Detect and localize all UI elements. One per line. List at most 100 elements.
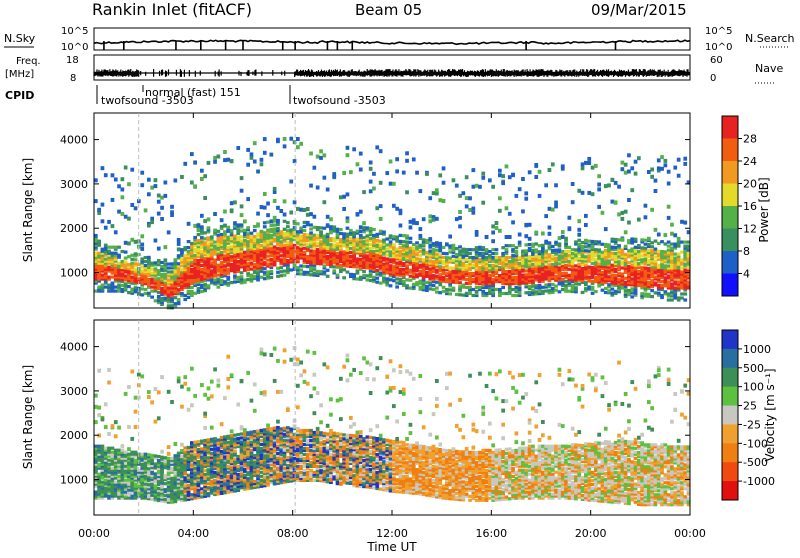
power-cell: [448, 256, 452, 259]
power-cell: [650, 249, 654, 252]
power-cell: [445, 278, 449, 281]
power-cell: [213, 229, 217, 232]
power-cell: [392, 182, 396, 186]
power-cell: [111, 276, 115, 279]
power-cell: [481, 176, 485, 180]
power-cell: [236, 236, 240, 239]
power-cell: [551, 208, 555, 212]
velocity-cell: [107, 495, 111, 498]
power-cell: [624, 163, 628, 167]
power-cell: [442, 246, 446, 249]
power-cell: [323, 227, 327, 230]
power-cell: [664, 163, 668, 167]
power-cell: [409, 269, 413, 272]
power-cell: [564, 250, 568, 253]
power-cell: [524, 269, 528, 272]
power-cell: [673, 166, 677, 170]
power-cell: [544, 266, 548, 269]
power-cell: [283, 144, 287, 148]
power-cell: [432, 284, 436, 287]
power-cell: [435, 291, 439, 294]
power-cell: [296, 222, 300, 225]
power-cell: [389, 264, 393, 267]
power-cell: [644, 292, 648, 295]
power-cell: [432, 218, 436, 222]
power-cell: [395, 285, 399, 288]
cpid-segment-3: twofsound -3503: [293, 94, 386, 107]
power-cell: [614, 181, 618, 185]
power-cell: [293, 200, 297, 204]
power-cell: [329, 217, 333, 221]
velocity-cell: [127, 453, 131, 456]
power-cell: [432, 260, 436, 263]
power-cell: [561, 272, 565, 275]
power-cell: [617, 185, 621, 189]
power-cell: [309, 184, 313, 188]
power-cell: [220, 218, 224, 222]
power-cell: [160, 206, 164, 210]
power-cell: [299, 235, 303, 238]
power-cell: [660, 284, 664, 287]
power-cell: [359, 225, 363, 229]
power-cell: [134, 252, 138, 255]
power-cell: [111, 282, 115, 285]
power-cell: [203, 241, 207, 244]
power-cell: [101, 248, 105, 251]
velocity-cell: [127, 497, 131, 500]
power-cell: [266, 202, 270, 206]
power-cell: [515, 250, 519, 253]
power-cell: [299, 227, 303, 230]
power-cell: [127, 285, 131, 288]
power-cell: [667, 292, 671, 295]
power-cell: [458, 293, 462, 296]
power-cell: [230, 208, 234, 212]
power-cell: [501, 252, 505, 255]
power-cell: [243, 251, 247, 254]
power-cell: [458, 257, 462, 260]
power-cell: [604, 249, 608, 252]
power-cell: [468, 256, 472, 259]
power-cell: [316, 155, 320, 159]
power-cell: [667, 205, 671, 209]
power-cell: [581, 162, 585, 166]
power-cell: [279, 258, 283, 261]
power-cell: [111, 246, 115, 249]
power-cell: [177, 242, 181, 246]
power-cell: [498, 256, 502, 259]
power-cell: [356, 230, 360, 233]
power-cell: [316, 234, 320, 237]
power-cell: [445, 252, 449, 255]
velocity-cell: [134, 425, 138, 429]
power-cell: [617, 278, 621, 281]
power-cell: [607, 283, 611, 286]
power-cell: [435, 287, 439, 290]
power-cell: [478, 286, 482, 289]
power-cell: [243, 229, 247, 232]
range-tick-label: 3000: [60, 178, 88, 191]
power-cell: [428, 219, 432, 223]
velocity-cell: [114, 477, 118, 480]
power-cell: [240, 204, 244, 208]
power-cell: [217, 264, 221, 267]
power-cell: [359, 276, 363, 279]
power-cell: [425, 239, 429, 242]
power-cell: [465, 258, 469, 261]
nave-label: Nave: [755, 62, 783, 75]
power-cell: [369, 237, 373, 240]
power-cell: [283, 220, 287, 223]
power-cell: [121, 188, 125, 192]
power-cell: [415, 281, 419, 284]
power-cell: [528, 170, 532, 174]
power-cell: [356, 212, 360, 216]
power-cell: [240, 176, 244, 180]
power-cell: [680, 266, 684, 269]
power-cell: [342, 250, 346, 253]
power-cell: [379, 244, 383, 247]
power-cell: [200, 250, 204, 253]
power-cell: [220, 225, 224, 228]
velocity-cell: [111, 424, 115, 428]
power-cell: [597, 240, 601, 243]
power-cell: [313, 250, 317, 253]
power-cell: [664, 264, 668, 267]
power-cell: [524, 273, 528, 276]
